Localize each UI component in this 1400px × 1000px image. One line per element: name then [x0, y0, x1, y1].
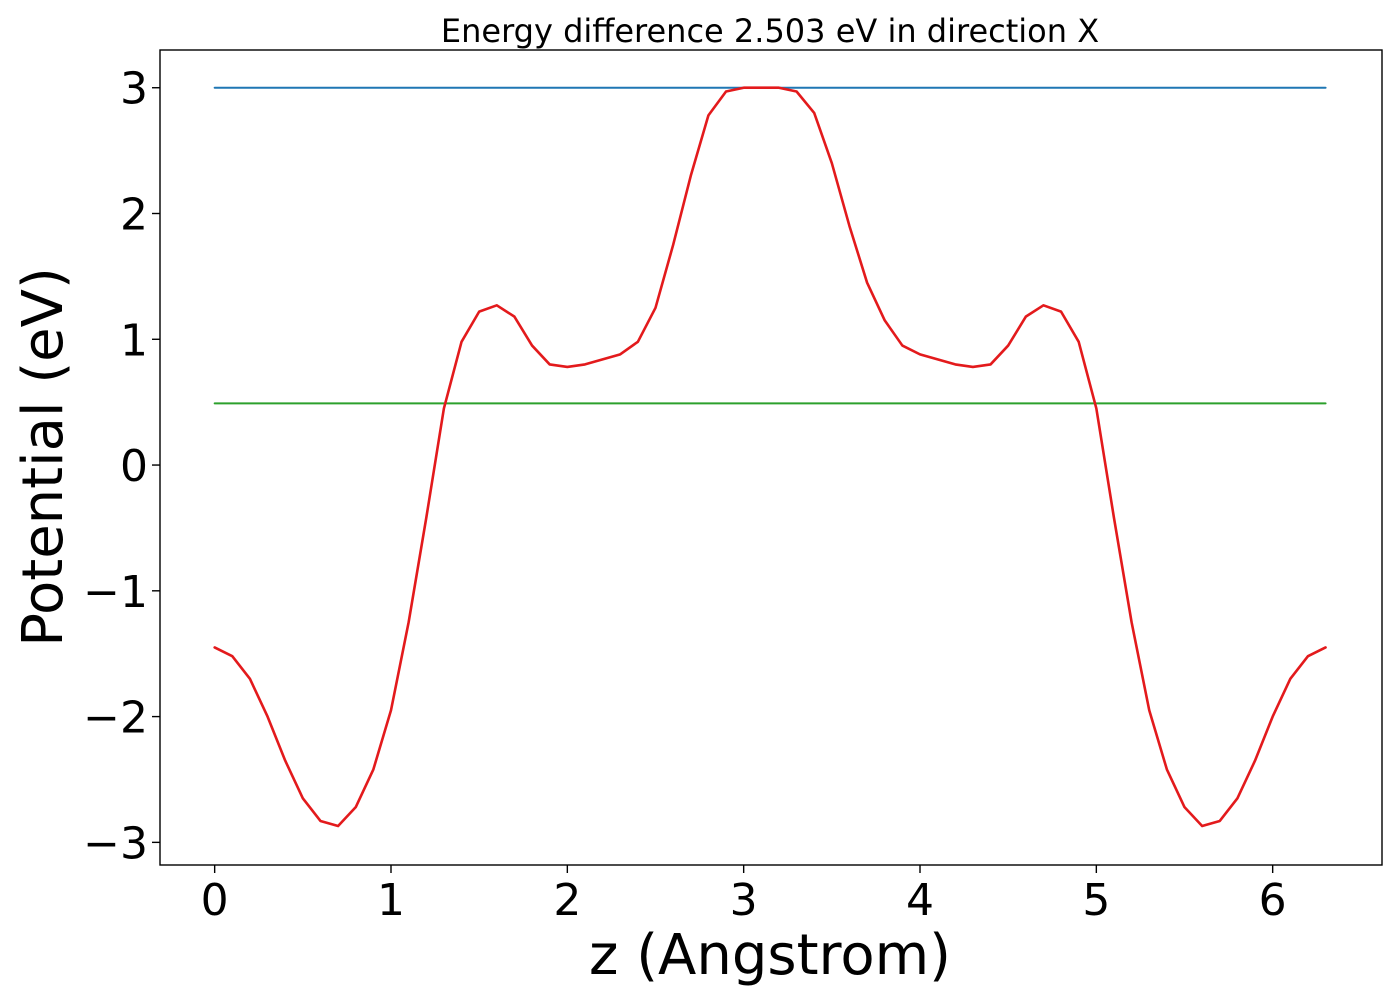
y-tick-label: 3	[120, 64, 148, 115]
x-tick-label: 3	[730, 875, 758, 926]
x-tick-label: 6	[1259, 875, 1287, 926]
y-axis-label: Potential (eV)	[11, 267, 76, 647]
x-tick-label: 0	[201, 875, 229, 926]
x-axis-ticks: 0 1 2 3 4 5 6	[201, 865, 1287, 926]
x-axis-label: z (Angstrom)	[589, 923, 951, 988]
chart-title: Energy difference 2.503 eV in direction …	[441, 12, 1099, 50]
y-tick-label: −1	[83, 567, 148, 618]
y-tick-label: −3	[83, 818, 148, 869]
y-tick-label: 1	[120, 315, 148, 366]
x-tick-label: 5	[1082, 875, 1110, 926]
y-axis-ticks: −3 −2 −1 0 1 2 3	[83, 64, 160, 869]
series-layer	[213, 86, 1327, 828]
y-tick-label: −2	[83, 693, 148, 744]
x-tick-label: 1	[377, 875, 405, 926]
series-line-3	[213, 86, 1327, 828]
x-tick-label: 4	[906, 875, 934, 926]
x-tick-label: 2	[553, 875, 581, 926]
y-tick-label: 0	[120, 441, 148, 492]
y-tick-label: 2	[120, 190, 148, 241]
plot-frame	[159, 49, 1383, 866]
